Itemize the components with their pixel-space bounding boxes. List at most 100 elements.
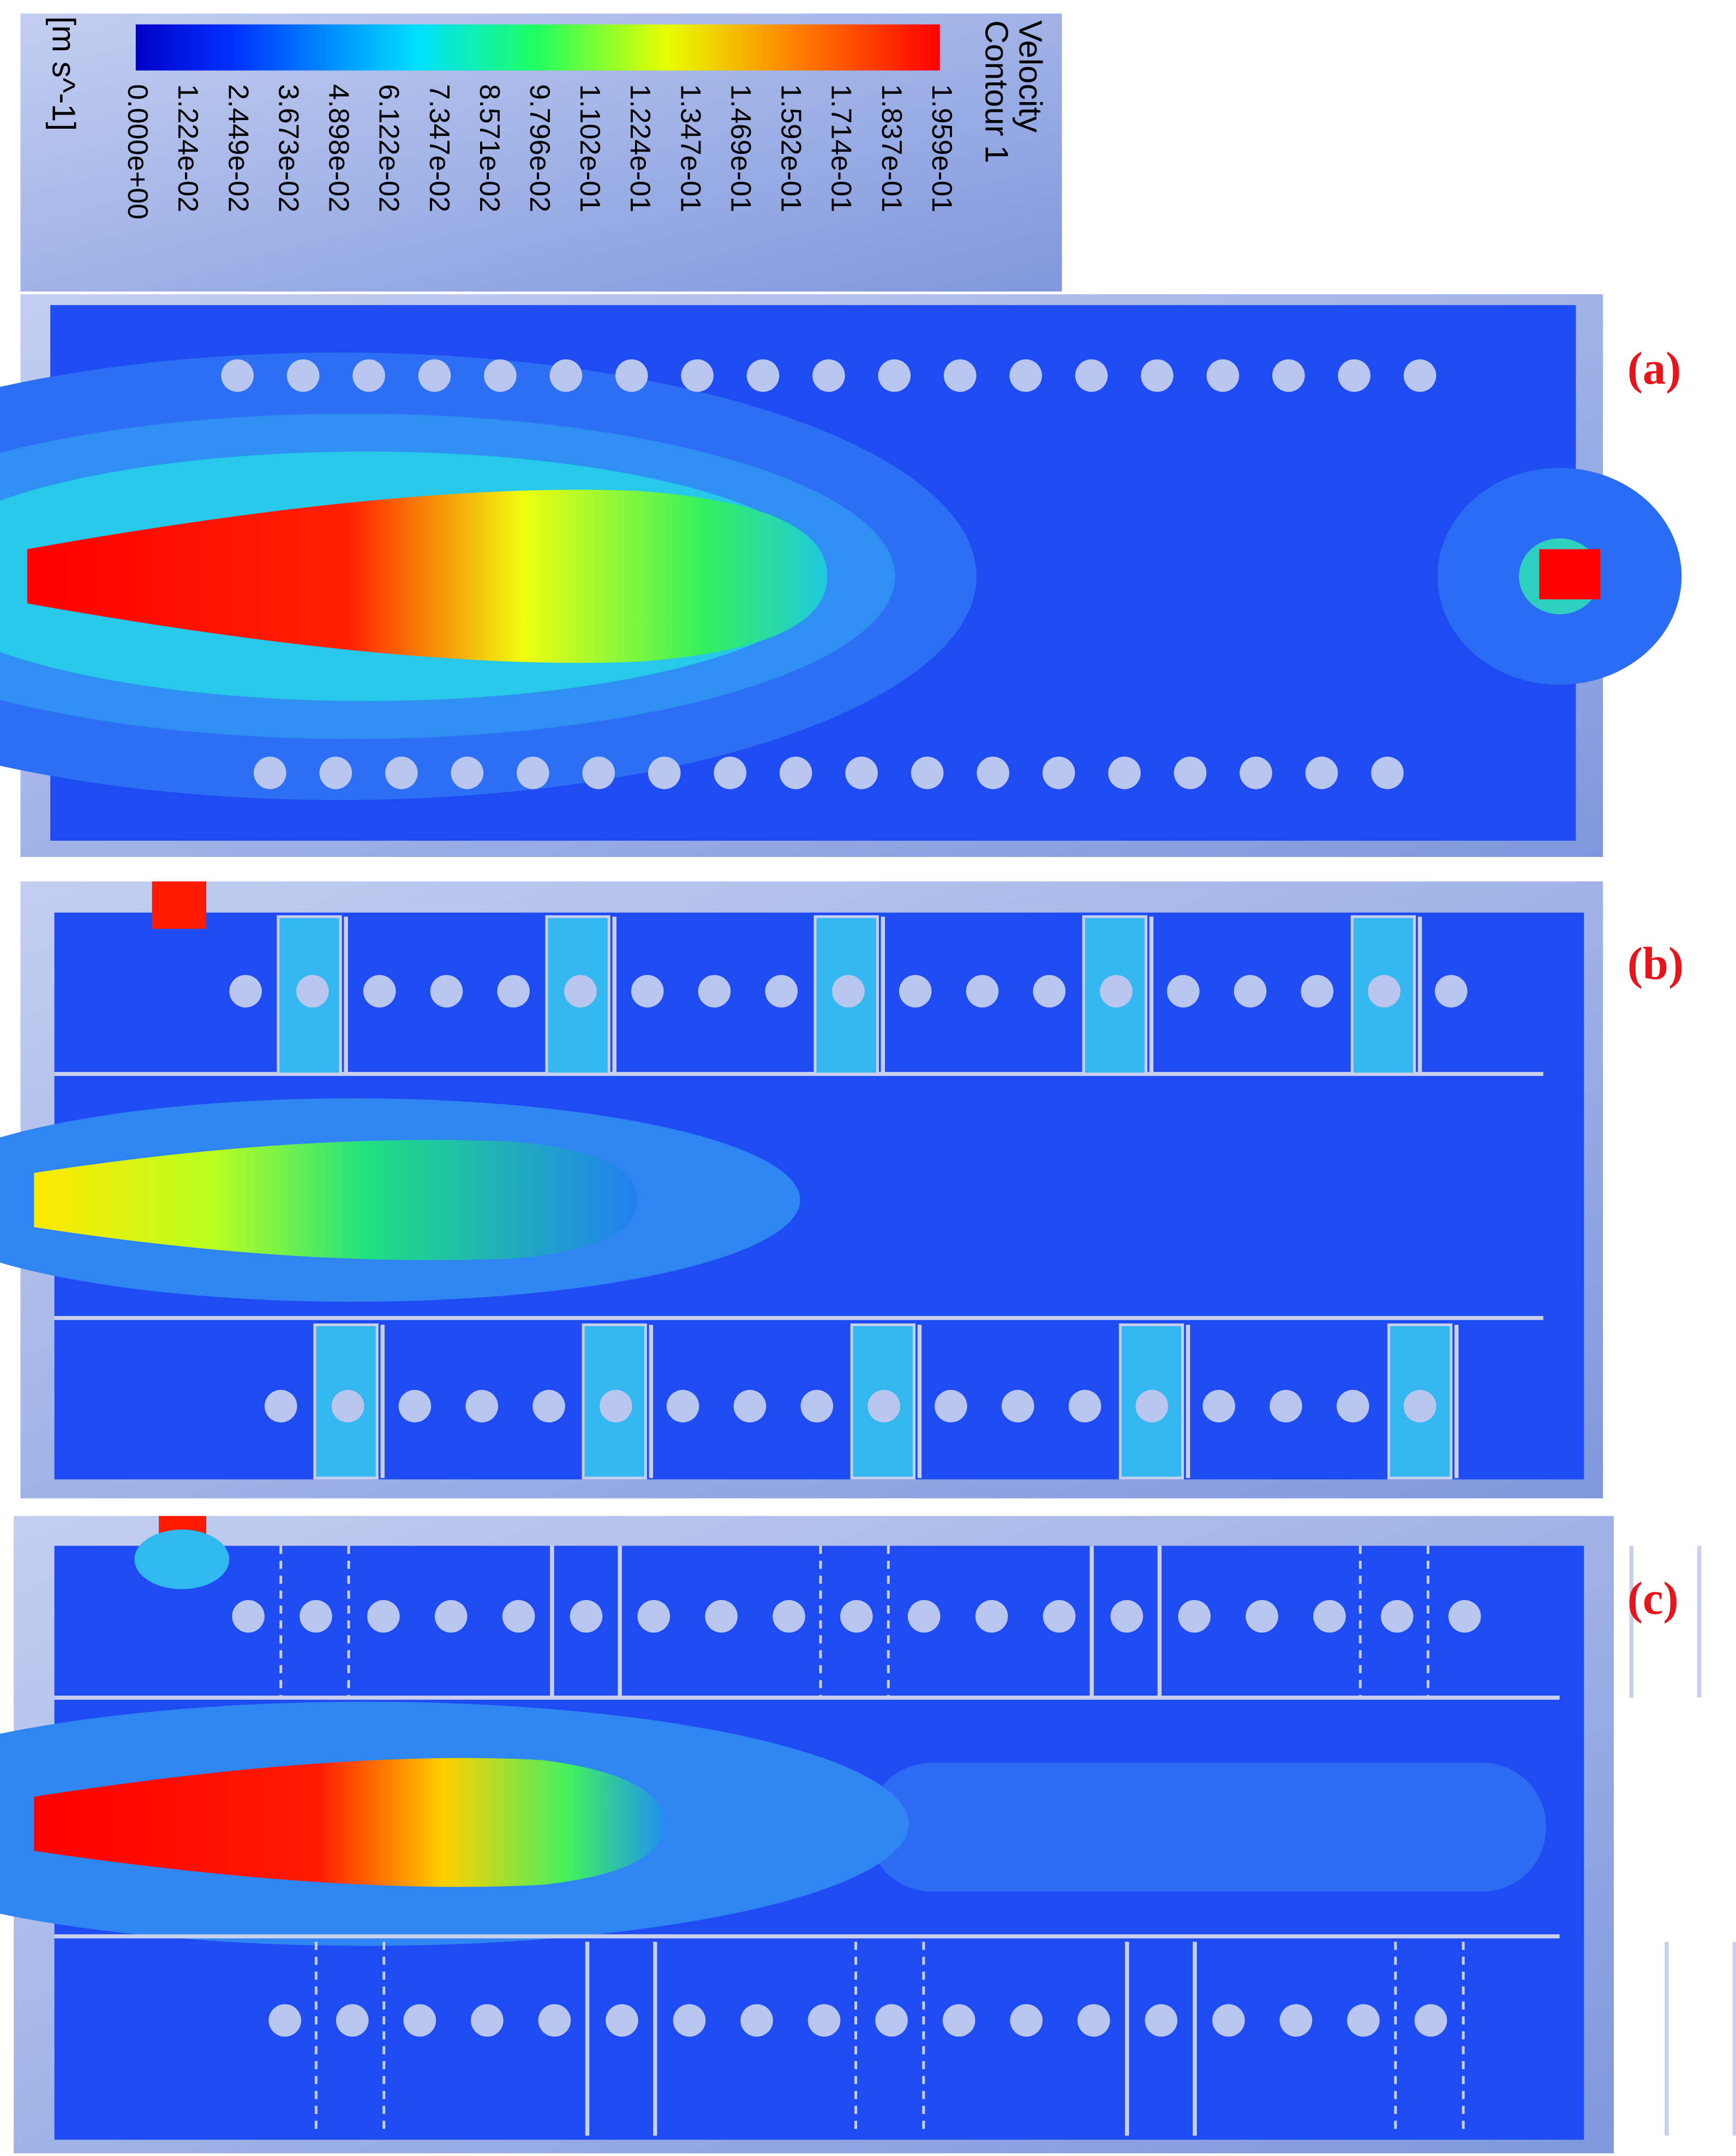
obstacle [698, 975, 731, 1008]
legend-title: Velocity [1013, 20, 1049, 133]
obstacle [336, 2004, 369, 2037]
obstacle [430, 975, 463, 1008]
obstacle [1075, 359, 1108, 392]
obstacle [1240, 756, 1272, 789]
obstacle [434, 1600, 468, 1633]
obstacle [773, 1600, 805, 1633]
obstacle [418, 359, 451, 392]
obstacle [398, 1390, 432, 1423]
obstacle [516, 756, 549, 789]
tick-label: 9.796e-02 [524, 84, 555, 212]
obstacle [1338, 359, 1371, 392]
obstacle [705, 1600, 738, 1633]
obstacle [1272, 359, 1305, 392]
obstacle [779, 756, 812, 789]
obstacle [331, 1390, 364, 1423]
obstacle [812, 359, 845, 392]
tick-labels: 0.000e+00 1.224e-02 2.449e-02 3.673e-02 4.89… [122, 84, 957, 219]
obstacle [221, 359, 254, 392]
obstacle [1100, 975, 1133, 1008]
obstacle [1414, 2004, 1447, 2037]
obstacle [229, 975, 262, 1008]
obstacle [1108, 756, 1141, 789]
obstacle [966, 975, 999, 1008]
obstacle [1068, 1390, 1102, 1423]
obstacle [631, 975, 664, 1008]
obstacle [1403, 359, 1436, 392]
obstacles [221, 359, 1481, 2037]
tick-label: 1.714e-01 [825, 84, 857, 212]
obstacle [600, 1390, 632, 1423]
obstacle [1234, 975, 1267, 1008]
obstacle [1206, 359, 1240, 392]
obstacle [268, 2004, 302, 2037]
obstacle [648, 756, 681, 789]
obstacle [484, 359, 517, 392]
obstacle [1336, 1390, 1369, 1423]
obstacle [1202, 1390, 1235, 1423]
obstacle [1077, 2004, 1110, 2037]
obstacle [1246, 1600, 1278, 1633]
obstacle [845, 756, 878, 789]
colorbar [135, 24, 940, 71]
obstacle [582, 756, 615, 789]
obstacle [1313, 1600, 1346, 1633]
obstacle [1135, 1390, 1169, 1423]
obstacle [1009, 359, 1042, 392]
tick-label: 3.673e-02 [272, 84, 304, 212]
obstacle [403, 2004, 436, 2037]
obstacle [765, 975, 798, 1008]
obstacle [733, 1390, 767, 1423]
obstacle [907, 1600, 941, 1633]
obstacle [1001, 1390, 1034, 1423]
obstacle [637, 1600, 671, 1633]
obstacle [538, 2004, 571, 2037]
obstacle [532, 1390, 565, 1423]
obstacle [465, 1390, 499, 1423]
tick-label: 6.122e-02 [373, 84, 405, 212]
obstacle [1380, 1600, 1414, 1633]
obstacle [800, 1390, 834, 1423]
obstacle [1368, 975, 1400, 1008]
obstacle [832, 975, 865, 1008]
obstacle [673, 2004, 706, 2037]
obstacle [1145, 2004, 1178, 2037]
obstacle [352, 359, 385, 392]
obstacle [666, 1390, 699, 1423]
obstacle [1347, 2004, 1380, 2037]
obstacle [1110, 1600, 1144, 1633]
obstacle [878, 359, 911, 392]
obstacle [471, 2004, 504, 2037]
panel-label: (a) [1627, 343, 1681, 394]
obstacle [367, 1600, 400, 1633]
obstacle [300, 1600, 332, 1633]
tick-label: 1.959e-01 [926, 84, 957, 212]
obstacle [570, 1600, 603, 1633]
obstacle [807, 2004, 841, 2037]
obstacle [740, 2004, 773, 2037]
obstacle [1178, 1600, 1211, 1633]
obstacle [606, 2004, 638, 2037]
obstacle [549, 359, 583, 392]
obstacle [681, 359, 714, 392]
obstacle [363, 975, 396, 1008]
obstacle [1305, 756, 1338, 789]
obstacle [615, 359, 648, 392]
obstacle [977, 756, 1009, 789]
obstacle [1042, 756, 1075, 789]
tick-label: 4.898e-02 [323, 84, 355, 212]
obstacle [943, 359, 977, 392]
obstacle [1270, 1390, 1302, 1423]
obstacle [264, 1390, 297, 1423]
tick-label: 1.347e-01 [674, 84, 706, 212]
tick-label: 1.592e-01 [775, 84, 807, 212]
tick-label: 1.469e-01 [725, 84, 756, 212]
obstacle [1212, 2004, 1245, 2037]
obstacle [1434, 975, 1468, 1008]
obstacle [286, 359, 320, 392]
obstacle [867, 1390, 900, 1423]
legend-subtitle: Contour 1 [978, 20, 1015, 163]
obstacle [451, 756, 484, 789]
panel-label: (c) [1627, 1573, 1679, 1624]
